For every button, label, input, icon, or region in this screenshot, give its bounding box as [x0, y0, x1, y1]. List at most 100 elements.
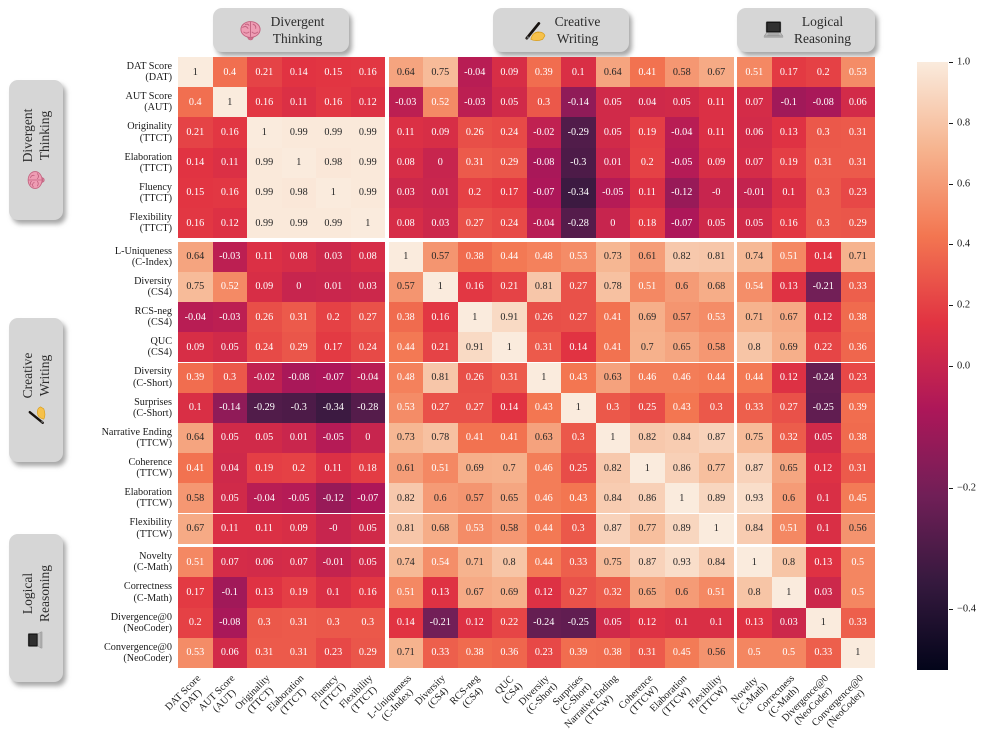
heatmap-cell: 1	[664, 483, 699, 514]
heatmap-cell: 0.87	[595, 513, 630, 544]
x-axis-label: Flexibility (TTCW)	[686, 673, 730, 717]
colorbar-tick-label: 0.2	[957, 299, 971, 311]
heatmap-cell: 0.3	[247, 607, 282, 638]
writing-hand-icon	[525, 21, 545, 41]
heatmap-cell: -0.01	[737, 177, 772, 208]
group-header-creative-writing: Creative Writing	[493, 8, 629, 52]
heatmap-cell: 0.12	[806, 302, 841, 333]
heatmap-cell: 0.61	[388, 453, 423, 484]
heatmap-cell: 0.5	[840, 577, 875, 608]
heatmap-cell: 0.15	[316, 57, 351, 88]
heatmap-cell: 0.12	[457, 607, 492, 638]
colorbar-tick-mark	[949, 183, 953, 185]
heatmap-cell: 0.43	[561, 483, 596, 514]
colorbar-tick-mark	[949, 487, 953, 489]
heatmap-cell: 0.64	[178, 422, 213, 454]
heatmap-cell: 0.73	[595, 241, 630, 272]
heatmap-cell: 0.44	[526, 513, 561, 544]
heatmap-cell: 0.65	[630, 577, 665, 608]
heatmap-cell: 0.53	[699, 302, 734, 333]
heatmap-cell: 0.31	[281, 607, 316, 638]
heatmap-cell: -0.3	[281, 392, 316, 423]
heatmap-cell: 0.84	[737, 513, 772, 544]
heatmap-cell: 0.13	[247, 577, 282, 608]
heatmap-cell: 0.75	[595, 547, 630, 578]
colorbar	[917, 62, 948, 670]
heatmap-cell: 0.24	[492, 208, 527, 239]
heatmap-cell: 0.1	[771, 177, 806, 208]
heatmap-cell: 0.11	[247, 241, 282, 272]
heatmap-cell: 0.04	[212, 453, 247, 484]
heatmap-cell: 0.31	[630, 637, 665, 668]
heatmap-cell: 0.29	[281, 332, 316, 363]
y-axis-label: Fluency (TTCT)	[139, 181, 172, 204]
y-axis-label: Correctness (C-Math)	[123, 581, 172, 604]
heatmap-cell: 0.3	[561, 422, 596, 454]
heatmap-cell: 0	[281, 271, 316, 303]
heatmap-cell: 0.78	[595, 271, 630, 303]
heatmap-cell: 0.99	[247, 177, 282, 208]
heatmap-cell: 1	[316, 177, 351, 208]
heatmap-cell: 0.44	[526, 547, 561, 578]
heatmap-cell: 0.39	[178, 362, 213, 393]
x-axis-label: AUT Score (AUT)	[196, 673, 239, 715]
heatmap-cell: -0.28	[561, 208, 596, 239]
heatmap-cell: 0.63	[526, 422, 561, 454]
heatmap-cell: 0.12	[526, 577, 561, 608]
colorbar-tick-mark	[949, 609, 953, 611]
heatmap-cell: 0.26	[457, 362, 492, 393]
heatmap-cell: -0.04	[247, 483, 282, 514]
heatmap-cell: 0.18	[630, 208, 665, 239]
heatmap-cell: 0.39	[840, 392, 875, 423]
heatmap-cell: 0.06	[737, 117, 772, 148]
heatmap-cell: -0.07	[526, 177, 561, 208]
heatmap-cell: -0	[699, 177, 734, 208]
heatmap-cell: -0.08	[526, 147, 561, 178]
heatmap-cell: 0.6	[771, 483, 806, 514]
y-axis-label: Originality (TTCT)	[127, 121, 172, 144]
heatmap-cell: 0.39	[561, 637, 596, 668]
heatmap-cell: 0.16	[350, 57, 385, 88]
heatmap-cell: -0.04	[664, 117, 699, 148]
heatmap-cell: 0.68	[423, 513, 458, 544]
heatmap-cell: 0.91	[457, 332, 492, 363]
heatmap-cell: 0.11	[388, 117, 423, 148]
writing-hand-icon	[28, 406, 46, 425]
heatmap-cell: -0.04	[526, 208, 561, 239]
heatmap-cell: 0.07	[737, 87, 772, 118]
heatmap-cell: 0.65	[492, 483, 527, 514]
heatmap-cell: 0.08	[350, 241, 385, 272]
heatmap-cell: 0.01	[423, 177, 458, 208]
heatmap-cell: 0.69	[771, 332, 806, 363]
heatmap-cell: 0.99	[247, 147, 282, 178]
heatmap-cell: -0.02	[247, 362, 282, 393]
heatmap-cell: -0.02	[526, 117, 561, 148]
heatmap-cell: 0.05	[595, 117, 630, 148]
heatmap-cell: 0.91	[492, 302, 527, 333]
heatmap-cell: 0.14	[178, 147, 213, 178]
heatmap-cell: -0.24	[526, 607, 561, 638]
heatmap-cell: 1	[281, 147, 316, 178]
heatmap-cell: -0.04	[178, 302, 213, 333]
colorbar-tick-label: 0.0	[957, 360, 971, 372]
heatmap-cell: 0.73	[388, 422, 423, 454]
heatmap-cell: 0.31	[840, 147, 875, 178]
heatmap-cell: 0.2	[316, 302, 351, 333]
heatmap-cell: 0.31	[840, 117, 875, 148]
heatmap-cell: 0.33	[737, 392, 772, 423]
y-axis-label: Surprises (C-Short)	[132, 396, 172, 419]
heatmap-cell: 0.48	[526, 241, 561, 272]
heatmap-cell: 0.13	[771, 117, 806, 148]
heatmap-cell: 0.16	[350, 577, 385, 608]
y-axis-label: Flexibility (TTCT)	[129, 211, 172, 235]
heatmap-cell: 0.38	[457, 241, 492, 272]
heatmap-cell: 0.09	[247, 271, 282, 303]
heatmap-cell: 0.41	[492, 422, 527, 454]
heatmap-cell: 0.71	[457, 547, 492, 578]
heatmap-cell: 1	[561, 392, 596, 423]
colorbar-tick-label: 1.0	[957, 56, 971, 68]
heatmap-cell: 0.57	[664, 302, 699, 333]
heatmap-cell: 0.99	[350, 117, 385, 148]
group-header-label: Logical Reasoning	[794, 13, 851, 48]
heatmap-cell: 0.78	[423, 422, 458, 454]
